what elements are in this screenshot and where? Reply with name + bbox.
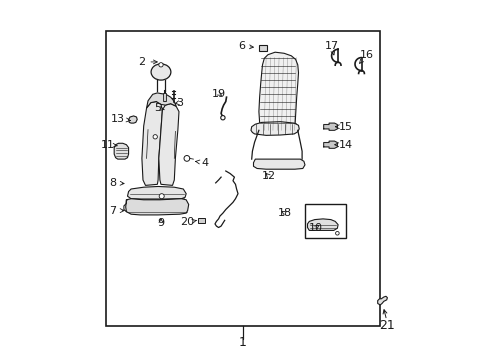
Text: 10: 10 [308, 222, 322, 233]
Text: 11: 11 [101, 140, 117, 150]
Bar [258, 45, 266, 51]
Text: 4: 4 [195, 158, 208, 168]
Text: 7: 7 [109, 206, 124, 216]
Text: 21: 21 [378, 319, 394, 332]
Polygon shape [146, 93, 176, 108]
Circle shape [153, 135, 157, 139]
Bar [197, 218, 204, 223]
Polygon shape [125, 199, 188, 215]
Polygon shape [253, 159, 305, 169]
Polygon shape [307, 219, 337, 230]
Text: 19: 19 [211, 89, 225, 99]
Circle shape [183, 156, 189, 161]
Text: 3: 3 [175, 98, 183, 108]
Text: 13: 13 [111, 114, 130, 124]
Polygon shape [250, 122, 299, 135]
Polygon shape [114, 143, 128, 159]
Circle shape [159, 194, 164, 199]
Text: 20: 20 [180, 217, 196, 228]
Bar [106, 31, 379, 326]
Text: 16: 16 [359, 50, 373, 63]
Text: 12: 12 [262, 171, 276, 181]
Text: 18: 18 [277, 208, 291, 218]
Text: 17: 17 [324, 41, 338, 55]
Circle shape [335, 231, 339, 235]
Polygon shape [128, 116, 137, 123]
Circle shape [159, 63, 163, 67]
Text: 2: 2 [138, 57, 157, 67]
Text: 14: 14 [334, 140, 352, 150]
Ellipse shape [151, 64, 170, 80]
Text: 5: 5 [154, 103, 164, 113]
Circle shape [220, 116, 224, 120]
Polygon shape [258, 52, 298, 130]
Text: 9: 9 [157, 218, 164, 228]
Polygon shape [127, 186, 186, 200]
Text: 15: 15 [335, 122, 352, 132]
Bar [163, 93, 166, 101]
Polygon shape [323, 141, 337, 148]
Bar [305, 204, 346, 238]
Text: 8: 8 [109, 178, 124, 188]
Polygon shape [142, 102, 162, 185]
Text: 6: 6 [237, 41, 253, 51]
Polygon shape [323, 123, 337, 130]
Text: 1: 1 [238, 336, 246, 349]
Polygon shape [377, 296, 386, 305]
Polygon shape [159, 104, 179, 185]
